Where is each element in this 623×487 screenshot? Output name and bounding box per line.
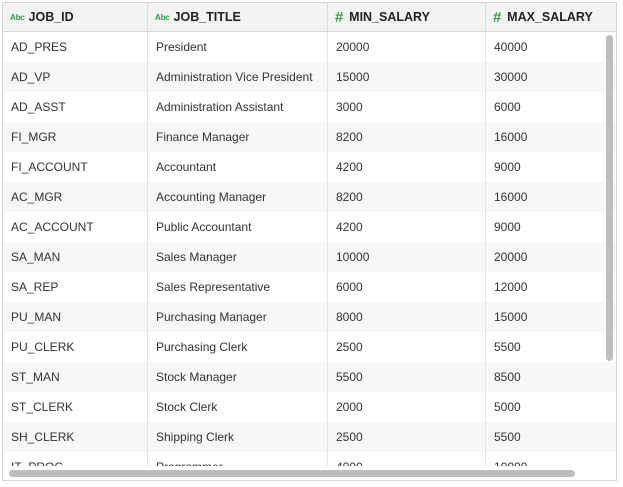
- cell-min-salary[interactable]: 5500: [328, 362, 486, 392]
- cell-job-id[interactable]: SA_REP: [3, 272, 148, 302]
- cell-job-title[interactable]: Purchasing Clerk: [148, 332, 328, 362]
- cell-max-salary[interactable]: 40000: [494, 40, 528, 54]
- cell-max-salary[interactable]: 5500: [494, 340, 521, 354]
- cell-max-salary[interactable]: 5500: [494, 430, 521, 444]
- cell-max-salary[interactable]: 20000: [494, 250, 528, 264]
- cell-job-id[interactable]: AC_MGR: [3, 182, 148, 212]
- cell-job-id[interactable]: PU_CLERK: [3, 332, 148, 362]
- cell-job-title[interactable]: Sales Representative: [148, 272, 328, 302]
- cell-min-salary[interactable]: 2500: [328, 332, 486, 362]
- cell-max-salary[interactable]: 8500: [494, 370, 521, 384]
- cell-job-id[interactable]: ST_MAN: [3, 362, 148, 392]
- cell-job-id[interactable]: AD_PRES: [3, 32, 148, 62]
- cell-job-id[interactable]: ST_CLERK: [3, 392, 148, 422]
- cell-max-salary[interactable]: 6000: [494, 100, 521, 114]
- cell-min-salary[interactable]: 15000: [328, 62, 486, 92]
- cell-max-salary[interactable]: 5000: [494, 400, 521, 414]
- table-row[interactable]: AD_ASST Administration Assistant 3000 6000: [3, 92, 616, 122]
- cell-job-title[interactable]: Finance Manager: [148, 122, 328, 152]
- cell-min-salary[interactable]: 4200: [328, 152, 486, 182]
- cell-min-salary[interactable]: 2000: [328, 392, 486, 422]
- horizontal-scrollbar[interactable]: [3, 466, 616, 480]
- cell-job-id[interactable]: AD_ASST: [3, 92, 148, 122]
- cell-job-title[interactable]: Purchasing Manager: [148, 302, 328, 332]
- cell-min-salary[interactable]: 3000: [328, 92, 486, 122]
- cell-job-title[interactable]: Sales Manager: [148, 242, 328, 272]
- cell-min-salary[interactable]: 8200: [328, 122, 486, 152]
- table-row[interactable]: SA_REP Sales Representative 6000 12000: [3, 272, 616, 302]
- table-row[interactable]: AC_ACCOUNT Public Accountant 4200 9000: [3, 212, 616, 242]
- column-header-max-salary[interactable]: # MAX_SALARY: [486, 3, 616, 31]
- table-row[interactable]: PU_MAN Purchasing Manager 8000 15000: [3, 302, 616, 332]
- column-header-label: MAX_SALARY: [507, 10, 593, 24]
- cell-min-salary[interactable]: 8000: [328, 302, 486, 332]
- number-type-icon: #: [493, 8, 502, 26]
- cell-job-id[interactable]: FI_MGR: [3, 122, 148, 152]
- grid-header: Abc JOB_ID Abc JOB_TITLE # MIN_SALARY # …: [3, 3, 616, 32]
- cell-job-title[interactable]: Accountant: [148, 152, 328, 182]
- cell-min-salary[interactable]: 10000: [328, 242, 486, 272]
- column-header-label: JOB_TITLE: [173, 10, 241, 24]
- cell-job-title[interactable]: Stock Clerk: [148, 392, 328, 422]
- cell-max-salary[interactable]: 16000: [494, 190, 528, 204]
- table-row[interactable]: PU_CLERK Purchasing Clerk 2500 5500: [3, 332, 616, 362]
- cell-job-title[interactable]: Public Accountant: [148, 212, 328, 242]
- cell-max-salary[interactable]: 9000: [494, 220, 521, 234]
- cell-job-title[interactable]: President: [148, 32, 328, 62]
- cell-job-id[interactable]: SH_CLERK: [3, 422, 148, 452]
- number-type-icon: #: [335, 8, 344, 26]
- cell-max-salary[interactable]: 30000: [494, 70, 528, 84]
- column-header-job-id[interactable]: Abc JOB_ID: [3, 3, 148, 31]
- table-row[interactable]: SA_MAN Sales Manager 10000 20000: [3, 242, 616, 272]
- cell-min-salary[interactable]: 6000: [328, 272, 486, 302]
- table-row[interactable]: AD_PRES President 20000 40000: [3, 32, 616, 62]
- cell-job-title[interactable]: Stock Manager: [148, 362, 328, 392]
- cell-max-salary[interactable]: 16000: [494, 130, 528, 144]
- cell-job-id[interactable]: FI_ACCOUNT: [3, 152, 148, 182]
- vertical-scrollbar[interactable]: [606, 32, 614, 466]
- cell-min-salary[interactable]: 2500: [328, 422, 486, 452]
- cell-job-id[interactable]: AD_VP: [3, 62, 148, 92]
- cell-job-title[interactable]: Administration Vice President: [148, 62, 328, 92]
- column-header-min-salary[interactable]: # MIN_SALARY: [328, 3, 486, 31]
- table-row[interactable]: SH_CLERK Shipping Clerk 2500 5500: [3, 422, 616, 452]
- cell-job-id[interactable]: SA_MAN: [3, 242, 148, 272]
- cell-job-id[interactable]: AC_ACCOUNT: [3, 212, 148, 242]
- table-row[interactable]: AC_MGR Accounting Manager 8200 16000: [3, 182, 616, 212]
- cell-min-salary[interactable]: 4200: [328, 212, 486, 242]
- cell-min-salary[interactable]: 8200: [328, 182, 486, 212]
- cell-max-salary[interactable]: 9000: [494, 160, 521, 174]
- column-header-label: MIN_SALARY: [349, 10, 430, 24]
- cell-job-title[interactable]: Administration Assistant: [148, 92, 328, 122]
- cell-max-salary[interactable]: 15000: [494, 310, 528, 324]
- table-row[interactable]: AD_VP Administration Vice President 15000 3…: [3, 62, 616, 92]
- cell-min-salary[interactable]: 20000: [328, 32, 486, 62]
- cell-max-salary[interactable]: 12000: [494, 280, 528, 294]
- data-grid: Abc JOB_ID Abc JOB_TITLE # MIN_SALARY # …: [2, 2, 617, 481]
- table-row[interactable]: ST_CLERK Stock Clerk 2000 5000: [3, 392, 616, 422]
- grid-body: AD_PRES President 20000 40000 AD_VP Administr…: [3, 32, 616, 480]
- column-header-job-title[interactable]: Abc JOB_TITLE: [148, 3, 328, 31]
- vertical-scroll-thumb[interactable]: [606, 35, 613, 361]
- table-row[interactable]: FI_MGR Finance Manager 8200 16000: [3, 122, 616, 152]
- table-row[interactable]: ST_MAN Stock Manager 5500 8500: [3, 362, 616, 392]
- text-type-icon: Abc: [155, 12, 170, 22]
- cell-job-title[interactable]: Shipping Clerk: [148, 422, 328, 452]
- cell-job-id[interactable]: PU_MAN: [3, 302, 148, 332]
- text-type-icon: Abc: [10, 12, 25, 22]
- column-header-label: JOB_ID: [28, 10, 74, 24]
- horizontal-scroll-thumb[interactable]: [9, 470, 575, 477]
- cell-job-title[interactable]: Accounting Manager: [148, 182, 328, 212]
- table-row[interactable]: FI_ACCOUNT Accountant 4200 9000: [3, 152, 616, 182]
